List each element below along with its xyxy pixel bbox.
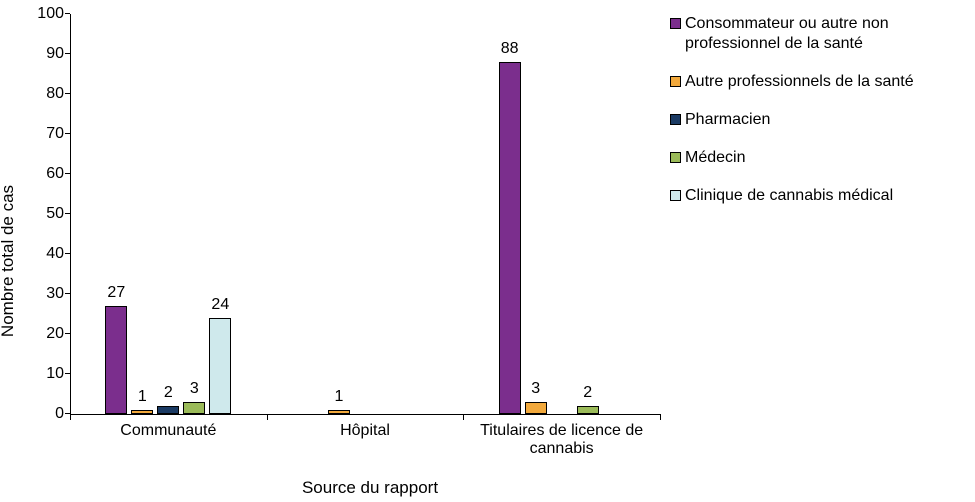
legend-label: Consommateur ou autre non professionnel … bbox=[685, 14, 970, 54]
y-tick-label: 80 bbox=[26, 85, 64, 103]
legend-swatch bbox=[670, 190, 681, 201]
category-label: Communauté bbox=[68, 414, 268, 440]
y-tick-mark bbox=[65, 213, 70, 214]
y-tick-mark bbox=[65, 253, 70, 254]
y-tick-label: 90 bbox=[26, 45, 64, 63]
legend-item: Médecin bbox=[670, 148, 970, 168]
bar-value-label: 3 bbox=[182, 380, 206, 398]
y-tick-label: 10 bbox=[26, 365, 64, 383]
y-tick-mark bbox=[65, 373, 70, 374]
legend-swatch bbox=[670, 18, 681, 29]
legend-label: Clinique de cannabis médical bbox=[685, 186, 893, 206]
bar bbox=[157, 406, 179, 414]
x-axis-title: Source du rapport bbox=[302, 478, 438, 498]
y-tick-mark bbox=[65, 93, 70, 94]
bar-value-label: 24 bbox=[208, 296, 232, 314]
legend: Consommateur ou autre non professionnel … bbox=[670, 14, 970, 224]
bar-value-label: 1 bbox=[327, 388, 351, 406]
legend-item: Pharmacien bbox=[670, 110, 970, 130]
y-tick-mark bbox=[65, 333, 70, 334]
y-tick-mark bbox=[65, 133, 70, 134]
bar bbox=[105, 306, 127, 414]
category-label: Hôpital bbox=[265, 414, 465, 440]
bar bbox=[131, 410, 153, 414]
legend-item: Autre professionnels de la santé bbox=[670, 72, 970, 92]
y-tick-label: 70 bbox=[26, 125, 64, 143]
y-tick-label: 50 bbox=[26, 205, 64, 223]
bar bbox=[328, 410, 350, 414]
y-tick-label: 100 bbox=[26, 5, 64, 23]
y-tick-mark bbox=[65, 173, 70, 174]
legend-label: Autre professionnels de la santé bbox=[685, 72, 914, 92]
legend-swatch bbox=[670, 152, 681, 163]
legend-label: Médecin bbox=[685, 148, 745, 168]
y-tick-label: 0 bbox=[26, 405, 64, 423]
legend-swatch bbox=[670, 114, 681, 125]
bar bbox=[183, 402, 205, 414]
y-tick-label: 60 bbox=[26, 165, 64, 183]
bar bbox=[209, 318, 231, 414]
legend-label: Pharmacien bbox=[685, 110, 770, 130]
category-label: Titulaires de licence de cannabis bbox=[462, 414, 662, 458]
y-axis-line bbox=[70, 14, 71, 414]
legend-item: Clinique de cannabis médical bbox=[670, 186, 970, 206]
bar-value-label: 3 bbox=[524, 380, 548, 398]
bar bbox=[499, 62, 521, 414]
legend-swatch bbox=[670, 76, 681, 87]
plot-area: 0102030405060708090100Communauté2712324H… bbox=[70, 14, 660, 415]
bar bbox=[577, 406, 599, 414]
bar-value-label: 2 bbox=[576, 384, 600, 402]
y-tick-mark bbox=[65, 13, 70, 14]
legend-item: Consommateur ou autre non professionnel … bbox=[670, 14, 970, 54]
y-tick-label: 20 bbox=[26, 325, 64, 343]
y-tick-label: 40 bbox=[26, 245, 64, 263]
chart-container: Nombre total de cas Source du rapport 0 1… bbox=[0, 0, 975, 502]
y-tick-label: 30 bbox=[26, 285, 64, 303]
bar-value-label: 27 bbox=[104, 284, 128, 302]
y-axis-title: Nombre total de cas bbox=[0, 185, 18, 337]
bar bbox=[525, 402, 547, 414]
bar-value-label: 2 bbox=[156, 384, 180, 402]
y-tick-mark bbox=[65, 293, 70, 294]
y-tick-mark bbox=[65, 53, 70, 54]
bar-value-label: 88 bbox=[498, 40, 522, 58]
bar-value-label: 1 bbox=[130, 388, 154, 406]
